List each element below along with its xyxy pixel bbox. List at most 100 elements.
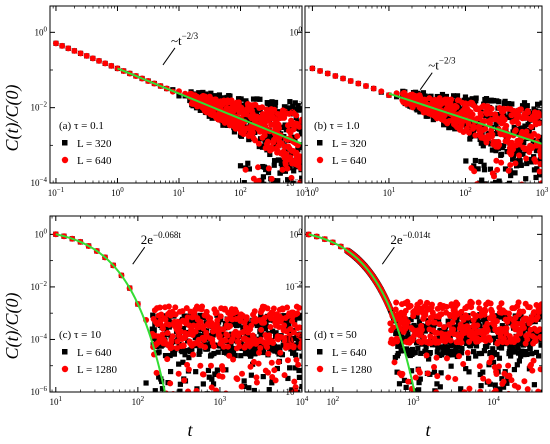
data-point-circle xyxy=(324,70,331,77)
data-point-circle xyxy=(425,319,432,326)
data-point-circle xyxy=(362,83,369,90)
data-point-square xyxy=(426,356,432,362)
data-point-square xyxy=(443,93,450,100)
data-point-circle xyxy=(447,337,454,344)
data-point-square xyxy=(231,320,237,326)
data-point-square xyxy=(143,380,149,386)
y-tick-label: 10−4 xyxy=(286,176,303,188)
data-point-circle xyxy=(402,307,409,314)
annotation-arrow xyxy=(419,72,433,91)
data-point-circle xyxy=(180,342,187,349)
data-point-square xyxy=(427,349,433,356)
data-point-square xyxy=(454,93,461,99)
data-point-circle xyxy=(213,309,220,316)
data-point-square xyxy=(518,353,524,359)
plot-frame xyxy=(304,215,543,393)
data-point-square xyxy=(245,160,251,166)
data-point-square xyxy=(257,96,263,102)
data-point-square xyxy=(295,339,301,345)
data-point-square xyxy=(241,378,247,384)
data-point-circle xyxy=(490,313,497,320)
data-point-circle xyxy=(258,326,265,333)
data-point-circle xyxy=(465,120,472,127)
data-point-square xyxy=(517,148,523,154)
data-point-square xyxy=(487,166,494,172)
data-point-square xyxy=(285,375,291,382)
data-point-circle xyxy=(436,321,443,328)
data-point-square xyxy=(527,183,532,188)
data-point-circle xyxy=(153,369,160,376)
data-point-circle xyxy=(393,299,400,306)
data-point-square xyxy=(269,380,275,386)
data-point-circle xyxy=(264,138,271,145)
data-point-circle xyxy=(393,335,400,342)
data-point-square xyxy=(475,166,481,172)
data-point-square xyxy=(297,106,302,112)
data-point-square xyxy=(416,387,422,392)
data-point-circle xyxy=(255,177,262,183)
data-point-square xyxy=(518,125,524,131)
data-point-circle xyxy=(445,374,452,381)
data-point-circle xyxy=(293,112,300,119)
data-point-circle xyxy=(448,96,455,103)
data-point-circle xyxy=(298,164,302,171)
data-point-circle xyxy=(474,322,481,329)
data-point-square xyxy=(505,114,511,121)
data-point-square xyxy=(212,93,218,99)
data-point-circle xyxy=(185,366,192,373)
data-point-circle xyxy=(255,360,262,367)
data-point-circle xyxy=(77,50,84,57)
data-point-square xyxy=(271,162,277,168)
data-point-square xyxy=(197,107,203,113)
data-point-square xyxy=(479,177,485,183)
data-point-square xyxy=(162,352,169,359)
fit-line xyxy=(55,233,166,392)
data-point-circle xyxy=(480,375,487,382)
data-point-square xyxy=(273,330,279,336)
data-point-square xyxy=(529,351,535,357)
data-point-square xyxy=(292,352,299,358)
data-point-square xyxy=(484,98,490,104)
data-point-square xyxy=(492,183,497,188)
data-point-square xyxy=(255,185,260,190)
data-point-square xyxy=(292,365,298,371)
data-point-square xyxy=(493,121,499,127)
data-point-square xyxy=(213,371,219,378)
data-point-square xyxy=(291,168,297,174)
data-point-circle xyxy=(184,314,191,321)
data-point-circle xyxy=(423,352,430,359)
data-point-square xyxy=(286,322,292,328)
data-point-circle xyxy=(332,72,339,79)
data-point-square xyxy=(508,172,514,179)
data-point-square xyxy=(506,180,513,183)
data-point-circle xyxy=(424,300,431,307)
data-point-square xyxy=(219,95,225,101)
data-point-square xyxy=(431,369,438,375)
data-point-circle xyxy=(523,128,530,135)
data-point-square xyxy=(512,170,518,176)
data-point-square xyxy=(448,363,454,369)
data-point-square xyxy=(408,368,415,374)
x-tick-label: 102 xyxy=(234,186,247,198)
data-point-circle xyxy=(219,373,226,380)
data-point-circle xyxy=(208,384,215,391)
data-point-square xyxy=(431,323,437,329)
data-point-circle xyxy=(234,376,241,383)
data-point-circle xyxy=(465,314,472,321)
data-point-square xyxy=(271,343,277,349)
data-point-square xyxy=(469,96,476,102)
data-point-square xyxy=(436,334,442,340)
data-point-square xyxy=(180,359,186,365)
data-point-circle xyxy=(340,75,347,82)
data-point-circle xyxy=(191,309,198,316)
data-point-circle xyxy=(449,319,456,326)
data-point-square xyxy=(475,319,482,325)
data-point-circle xyxy=(108,62,115,69)
data-point-square xyxy=(513,150,519,156)
x-tick-label: 103 xyxy=(407,395,420,407)
data-point-circle xyxy=(412,374,419,381)
data-point-circle xyxy=(228,97,235,104)
data-point-circle xyxy=(508,151,515,158)
legend-entry: L = 1280 xyxy=(77,364,118,376)
